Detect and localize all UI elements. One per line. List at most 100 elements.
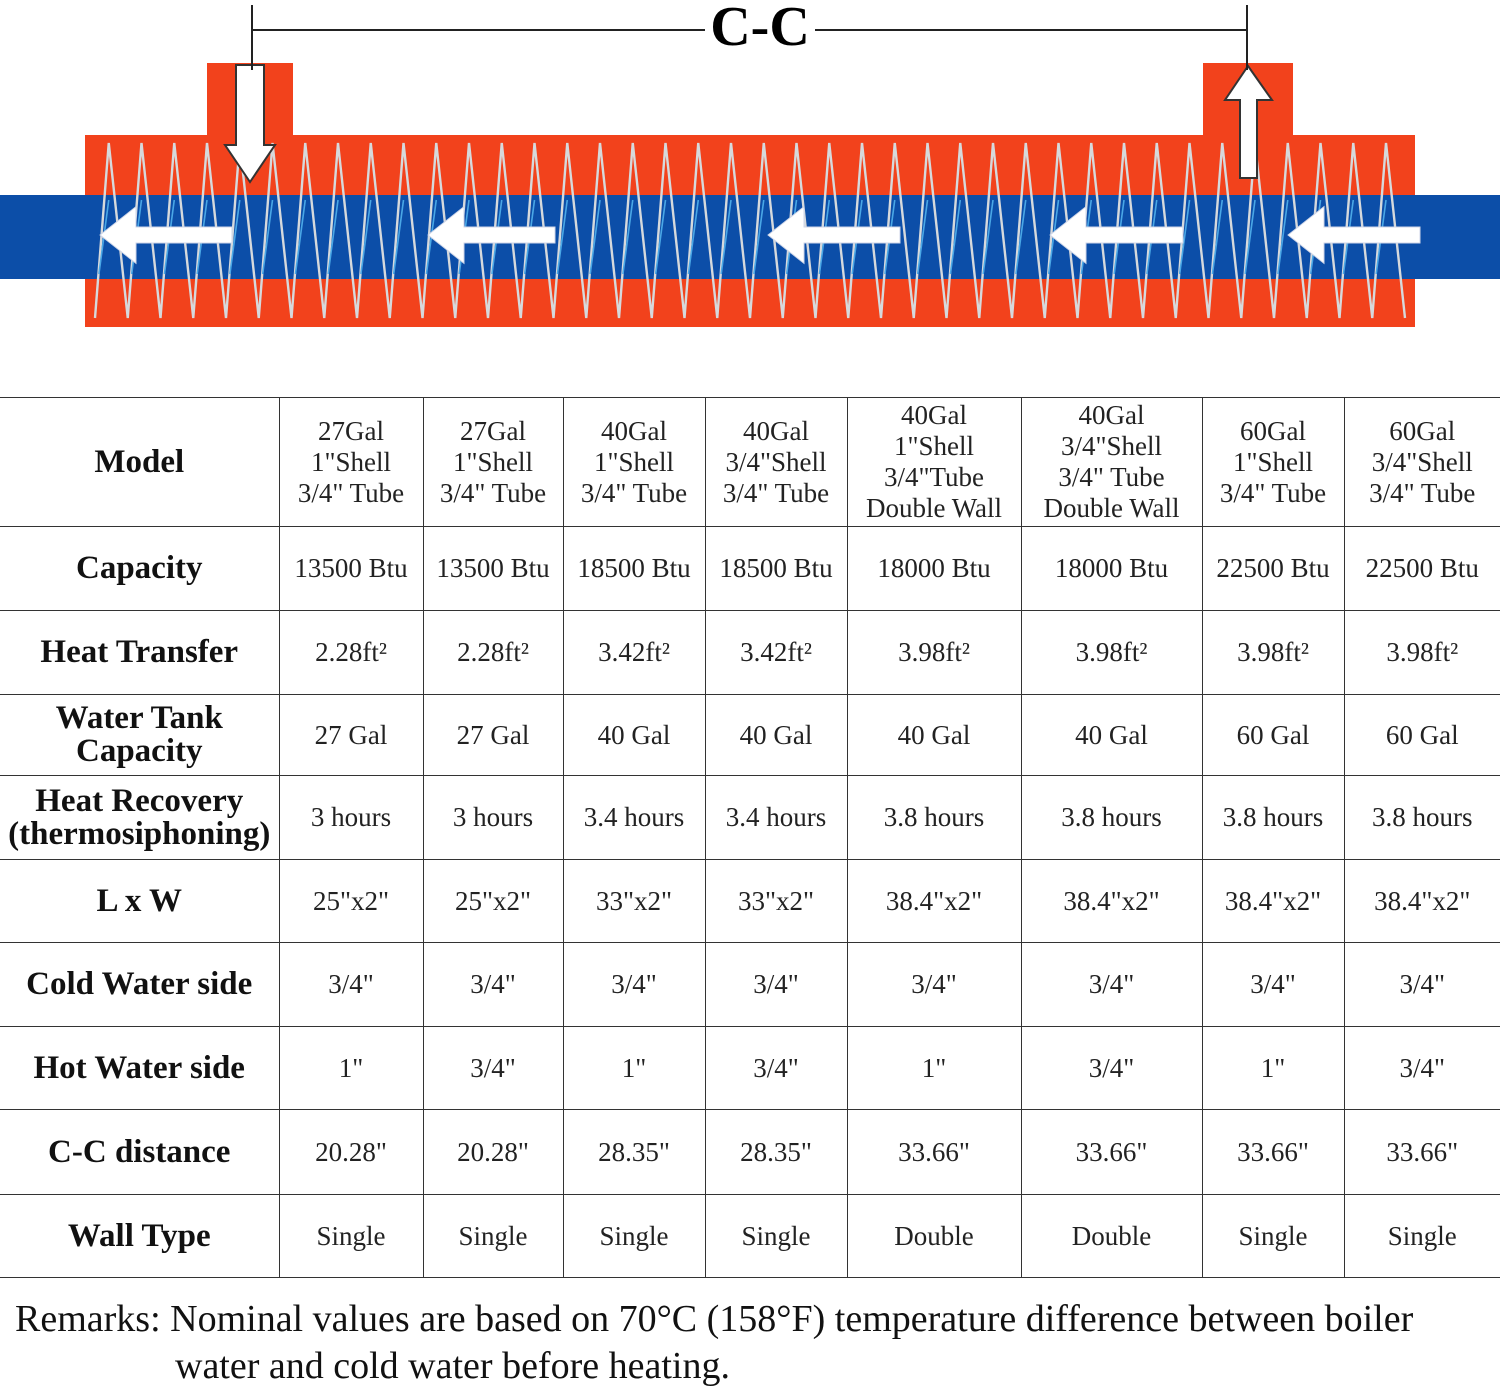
table-cell: 13500 Btu bbox=[422, 526, 564, 611]
model-line: 3/4"Shell bbox=[1060, 431, 1163, 461]
flow-arrow-left bbox=[1049, 205, 1184, 265]
table-cell: 3/4" bbox=[704, 1026, 848, 1110]
table-cell: 3/4" bbox=[1020, 942, 1203, 1027]
row-header: C-C distance bbox=[0, 1109, 280, 1195]
table-cell: 33.66" bbox=[846, 1109, 1022, 1195]
table-cell: 40 Gal bbox=[562, 694, 706, 776]
table-cell: 3.8 hours bbox=[846, 775, 1022, 860]
table-cell: 18500 Btu bbox=[704, 526, 848, 611]
table-cell: Single bbox=[704, 1194, 848, 1278]
coil-inner-segment bbox=[622, 199, 634, 275]
model-cell: 40Gal 3/4"Shell 3/4" Tube bbox=[704, 397, 848, 527]
model-cell: 40Gal 1"Shell 3/4"Tube Double Wall bbox=[846, 397, 1022, 527]
row-header: Heat Transfer bbox=[0, 610, 280, 695]
spec-table: Model 27Gal 1"Shell 3/4" Tube 27Gal 1"Shell 3/… bbox=[0, 397, 1500, 1278]
table-row: Hot Water side 1" 3/4" 1" 3/4" 1" 3/4" 1" 3/4" bbox=[0, 1026, 1500, 1110]
flow-arrow-left bbox=[99, 205, 233, 265]
model-line: 3/4" Tube bbox=[297, 477, 405, 508]
cc-dimension-line bbox=[251, 5, 1248, 70]
table-cell: 3.4 hours bbox=[704, 775, 848, 860]
table-cell: 3/4" bbox=[278, 942, 424, 1027]
model-line: 60Gal bbox=[1389, 415, 1456, 446]
flow-arrow-left bbox=[767, 205, 901, 265]
model-line: 1"Shell bbox=[310, 446, 392, 477]
table-cell: 27 Gal bbox=[422, 694, 564, 776]
model-line: 27Gal bbox=[318, 415, 384, 446]
table-cell: 3/4" bbox=[422, 1026, 564, 1110]
table-cell: 60 Gal bbox=[1201, 694, 1345, 776]
table-cell: 20.28" bbox=[278, 1109, 424, 1195]
model-line: 40Gal bbox=[1078, 400, 1145, 430]
table-cell: 20.28" bbox=[422, 1109, 564, 1195]
table-cell: 38.4"x2" bbox=[1343, 859, 1500, 943]
table-row: Capacity 13500 Btu 13500 Btu 18500 Btu 18500… bbox=[0, 526, 1500, 611]
model-line: 3/4"Tube bbox=[883, 462, 985, 492]
model-cell: 40Gal 1"Shell 3/4" Tube bbox=[562, 397, 706, 527]
table-cell: 3 hours bbox=[422, 775, 564, 860]
model-cell: 27Gal 1"Shell 3/4" Tube bbox=[422, 397, 564, 527]
model-cell: 27Gal 1"Shell 3/4" Tube bbox=[278, 397, 424, 527]
table-cell: 3/4" bbox=[1343, 942, 1500, 1027]
table-cell: 33.66" bbox=[1020, 1109, 1203, 1195]
model-line: 3/4" Tube bbox=[722, 477, 830, 508]
model-line: Double Wall bbox=[865, 493, 1003, 523]
model-line: 3/4"Shell bbox=[1371, 446, 1473, 477]
row-header: L x W bbox=[0, 859, 280, 943]
table-cell: 28.35" bbox=[704, 1109, 848, 1195]
model-line: 1"Shell bbox=[452, 446, 534, 477]
coil-inner-segment bbox=[556, 199, 569, 275]
row-header: Hot Water side bbox=[0, 1026, 280, 1110]
table-row: C-C distance 20.28" 20.28" 28.35" 28.35" 33.6… bbox=[0, 1109, 1500, 1195]
coil-inner-segment bbox=[360, 199, 372, 275]
table-cell: 3.98ft² bbox=[1343, 610, 1500, 695]
model-line: 40Gal bbox=[601, 415, 667, 446]
model-line: 3/4" Tube bbox=[1058, 462, 1165, 492]
table-row: Model 27Gal 1"Shell 3/4" Tube 27Gal 1"Shell 3/… bbox=[0, 397, 1500, 527]
table-cell: 3/4" bbox=[846, 942, 1022, 1027]
table-row: Cold Water side 3/4" 3/4" 3/4" 3/4" 3/4" 3/4" 3… bbox=[0, 942, 1500, 1027]
table-cell: 18000 Btu bbox=[846, 526, 1022, 611]
coil-zigzag bbox=[93, 142, 1407, 319]
model-line: 27Gal bbox=[460, 415, 526, 446]
table-cell: Single bbox=[1343, 1194, 1500, 1278]
table-cell: 33.66" bbox=[1343, 1109, 1500, 1195]
coil-inner-segment bbox=[1178, 199, 1191, 275]
table-cell: Double bbox=[846, 1194, 1022, 1278]
table-cell: 40 Gal bbox=[846, 694, 1022, 776]
coil-inner-segment bbox=[229, 199, 241, 275]
table-cell: 3.98ft² bbox=[846, 610, 1022, 695]
row-header: Water Tank Capacity bbox=[0, 694, 280, 776]
coil-inner-segment bbox=[654, 199, 667, 275]
coil-inner-segment bbox=[261, 199, 274, 275]
table-cell: 3.98ft² bbox=[1201, 610, 1345, 695]
table-cell: 40 Gal bbox=[704, 694, 848, 776]
model-line: 3/4" Tube bbox=[1219, 477, 1327, 508]
cc-dimension-label: C-C bbox=[710, 0, 810, 58]
coil-inner-segment bbox=[720, 199, 732, 275]
row-header: Cold Water side bbox=[0, 942, 280, 1027]
table-cell: 3/4" bbox=[1343, 1026, 1500, 1110]
table-cell: 1" bbox=[846, 1026, 1022, 1110]
table-cell: 3.8 hours bbox=[1343, 775, 1500, 860]
outlet-up-arrow bbox=[1223, 64, 1274, 179]
remarks-line-2: water and cold water before heating. bbox=[175, 1345, 730, 1387]
coil-inner-segment bbox=[327, 199, 339, 275]
table-cell: 38.4"x2" bbox=[1201, 859, 1345, 943]
table-cell: 18000 Btu bbox=[1020, 526, 1203, 611]
table-cell: Single bbox=[562, 1194, 706, 1278]
model-line: Double Wall bbox=[1043, 493, 1180, 523]
heat-exchanger-diagram: C-C bbox=[0, 0, 1500, 327]
table-cell: Single bbox=[1201, 1194, 1345, 1278]
table-cell: 27 Gal bbox=[278, 694, 424, 776]
table-cell: Single bbox=[278, 1194, 424, 1278]
table-row: Heat Transfer 2.28ft² 2.28ft² 3.42ft² 3.42ft… bbox=[0, 610, 1500, 695]
table-cell: 28.35" bbox=[562, 1109, 706, 1195]
flow-arrows bbox=[99, 64, 1421, 265]
table-cell: 3/4" bbox=[422, 942, 564, 1027]
coil-inner-segment bbox=[294, 199, 307, 275]
table-cell: 22500 Btu bbox=[1201, 526, 1345, 611]
table-cell: 38.4"x2" bbox=[846, 859, 1022, 943]
model-line: 40Gal bbox=[743, 415, 809, 446]
table-cell: 18500 Btu bbox=[562, 526, 706, 611]
table-cell: 22500 Btu bbox=[1343, 526, 1500, 611]
